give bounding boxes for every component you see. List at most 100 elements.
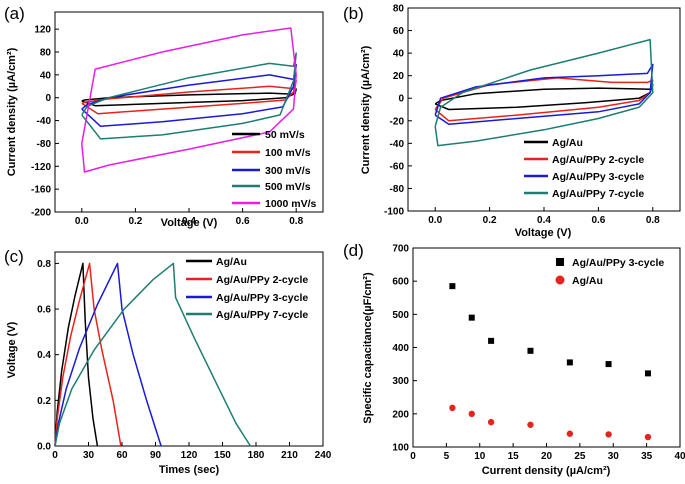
panel-d-legend-label: Ag/Au/PPy 3-cycle	[572, 257, 664, 269]
panel-b-ytick-label: 20	[393, 71, 405, 82]
panel-c: (c) Times (sec) Voltage (V) 0 30 60 90 120 15…	[4, 247, 332, 476]
panel-a-ytick-label: 80	[40, 48, 52, 59]
panel-a-ytick-label: 40	[40, 70, 52, 81]
panel-d-xtick-label: 10	[474, 451, 486, 462]
panel-c-legend: Ag/Au Ag/Au/PPy 2-cycle Ag/Au/PPy 3-cycl…	[186, 256, 308, 321]
panel-a-xtick-label: 0.8	[289, 216, 303, 227]
panel-c-ytick-label: 0.0	[37, 442, 51, 453]
panel-d-xtick-label: 25	[574, 451, 586, 462]
panel-b-legend-label: Ag/Au/PPy 3-cycle	[552, 171, 644, 183]
panel-d-point	[468, 314, 475, 321]
panel-d-legend-swatch	[556, 258, 564, 266]
panel-a-xlabel: Voltage (V)	[161, 217, 218, 229]
panel-c-ytick-label: 0.4	[37, 350, 51, 361]
panel-c-legend-label: Ag/Au/PPy 2-cycle	[216, 274, 308, 286]
panel-c-legend-label: Ag/Au	[216, 256, 247, 268]
panel-a-ylabel: Current density (µA/cm²)	[6, 47, 18, 176]
panel-b-xtick-label: 0.8	[646, 215, 660, 226]
panel-c-series-line	[54, 262, 99, 447]
panel-b-series-line	[434, 63, 654, 125]
panel-d-ticks: 0 5 10 15 20 25 30 35 40 100 200 300 400 500 600 700	[392, 244, 685, 463]
panel-a-legend: 50 mV/s 100 mV/s 300 mV/s 500 mV/s 1000 …	[232, 129, 317, 210]
panel-d-point	[644, 370, 651, 377]
panel-d-ytick-label: 400	[392, 343, 409, 354]
panel-c-xtick-label: 240	[315, 450, 332, 461]
panel-c-xtick-label: 180	[248, 450, 265, 461]
panel-b-ytick-label: -80	[390, 184, 405, 195]
panel-d-ylabel: Specific capacitance(µF/cm²)	[362, 272, 374, 424]
panel-d-xtick-label: 0	[410, 451, 416, 462]
panel-b-ytick-label: -100	[384, 207, 404, 218]
panel-c-series-line	[54, 262, 252, 447]
panel-b-xtick-label: 0.4	[537, 215, 551, 226]
panel-b-legend-label: Ag/Au/PPy 7-cycle	[552, 188, 644, 200]
panel-b-xtick-label: 0.0	[428, 215, 442, 226]
panel-b-ytick-label: -20	[390, 116, 405, 127]
panel-a-legend-label: 500 mV/s	[265, 181, 311, 193]
panel-d-ytick-label: 300	[392, 376, 409, 387]
panel-a-ytick-label: -80	[37, 139, 52, 150]
panel-c-legend-label: Ag/Au/PPy 3-cycle	[216, 292, 308, 304]
panel-c-xtick-label: 0	[52, 450, 58, 461]
panel-c-xtick-label: 60	[116, 450, 128, 461]
panel-d-point	[488, 337, 495, 344]
panel-c-series	[54, 262, 252, 447]
panel-c-series-line	[54, 262, 162, 447]
panel-a-ytick-label: 0	[45, 93, 51, 104]
panel-a-ticks: 0.0 0.2 0.4 0.6 0.8 -200 -160 -120 -80 -40 0 40 80 12…	[31, 25, 304, 227]
panel-b-ytick-label: -40	[390, 139, 405, 150]
panel-d-point	[449, 283, 456, 290]
panel-d-ytick-label: 100	[392, 443, 409, 454]
panel-d-xtick-label: 15	[508, 451, 520, 462]
panel-a-xtick-label: 0.0	[75, 216, 89, 227]
panel-a-series-line	[81, 27, 297, 173]
panel-d-series	[449, 283, 652, 441]
panel-a-legend-label: 50 mV/s	[265, 129, 305, 141]
panel-d: (d) Current density (µA/cm²) Specific ca…	[343, 241, 685, 477]
panel-d-point	[566, 359, 573, 366]
panel-c-xtick-label: 90	[150, 450, 162, 461]
panel-a-legend-label: 100 mV/s	[265, 147, 311, 159]
panel-d-xlabel: Current density (µA/cm²)	[482, 465, 611, 477]
panel-a-ytick-label: -120	[31, 162, 51, 173]
panel-d-point	[527, 347, 534, 354]
panel-d-xtick-label: 5	[444, 451, 450, 462]
panel-b-xlabel: Voltage (V)	[515, 227, 572, 239]
panel-a: (a) Voltage (V) Current density (µA/cm²)…	[4, 4, 324, 229]
panel-d-xtick-label: 30	[608, 451, 620, 462]
panel-a-legend-label: 1000 mV/s	[265, 198, 317, 210]
panel-b-legend: Ag/Au Ag/Au/PPy 2-cycle Ag/Au/PPy 3-cycl…	[524, 137, 644, 200]
panel-d-label: (d)	[343, 241, 364, 260]
panel-d-ytick-label: 700	[392, 244, 409, 255]
panel-b-xtick-label: 0.6	[591, 215, 605, 226]
panel-c-xtick-label: 150	[214, 450, 231, 461]
panel-d-point	[468, 410, 475, 418]
panel-a-legend-label: 300 mV/s	[265, 165, 311, 177]
panel-b-ytick-label: 60	[393, 26, 405, 37]
panel-d-legend-label: Ag/Au	[572, 275, 603, 287]
panel-c-legend-label: Ag/Au/PPy 7-cycle	[216, 309, 308, 321]
panel-b-xtick-label: 0.2	[483, 215, 497, 226]
panel-c-ytick-label: 0.6	[37, 305, 51, 316]
panel-c-xtick-label: 210	[281, 450, 298, 461]
panel-b-ytick-label: 80	[393, 4, 405, 15]
panel-d-ytick-label: 600	[392, 277, 409, 288]
panel-b-legend-label: Ag/Au	[552, 137, 583, 149]
panel-d-point	[605, 361, 612, 368]
panel-d-point	[487, 418, 495, 426]
panel-b-series	[434, 38, 654, 147]
panel-b-ticks: 0.0 0.2 0.4 0.6 0.8 -100 -80 -60 -40 -20 0 20 40 60 80	[384, 4, 660, 227]
panel-c-label: (c)	[4, 247, 24, 266]
panel-a-xtick-label: 0.2	[128, 216, 142, 227]
panel-d-point	[527, 421, 534, 428]
panel-b-ytick-label: 0	[398, 94, 404, 105]
panel-d-point	[605, 431, 612, 438]
panel-b-series-line	[434, 83, 654, 111]
panel-b-label: (b)	[343, 4, 364, 23]
panel-d-point	[644, 433, 652, 441]
panel-a-ytick-label: -160	[31, 185, 51, 196]
panel-c-series-line	[54, 262, 122, 447]
panel-a-ytick-label: -40	[37, 116, 52, 127]
panel-d-ytick-label: 500	[392, 310, 409, 321]
